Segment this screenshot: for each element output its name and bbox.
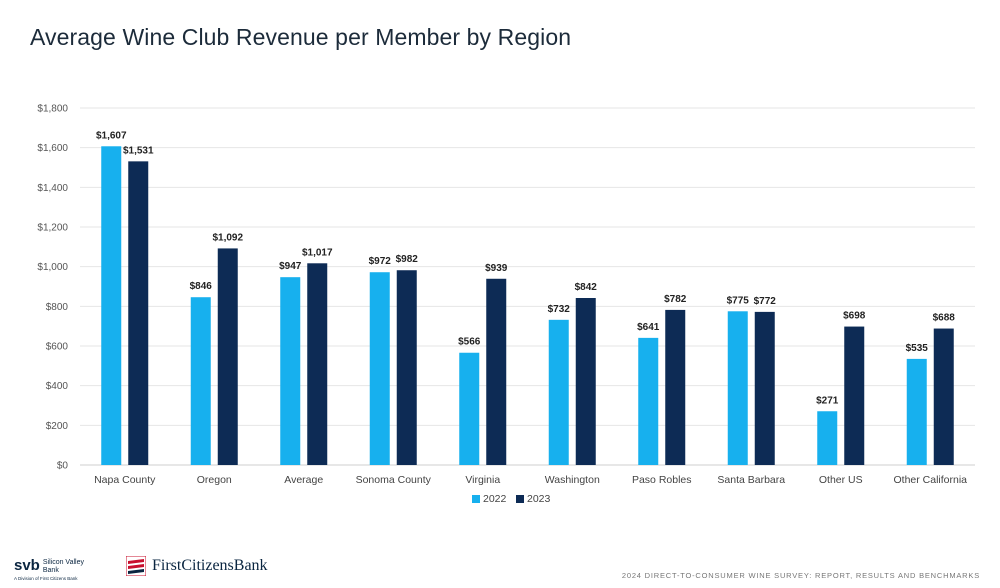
data-label: $1,017 (302, 247, 333, 258)
x-tick-label: Santa Barbara (717, 474, 785, 486)
data-label: $846 (190, 281, 213, 292)
y-tick-label: $600 (46, 342, 69, 353)
data-label: $775 (727, 295, 750, 306)
data-label: $1,531 (123, 145, 154, 156)
legend-label: 2023 (527, 493, 551, 505)
bar-2023 (128, 161, 149, 465)
bar-chart: $0 $200 $400 $600 $800 $1,000 $1,200 $1,400 $1,6… (37, 104, 975, 505)
legend-label: 2022 (483, 493, 507, 505)
data-label: $271 (816, 395, 839, 406)
y-tick-label: $1,400 (37, 183, 68, 194)
data-label: $939 (485, 263, 508, 274)
bar-2022 (190, 297, 211, 465)
data-label: $566 (458, 337, 481, 348)
chart-title: Average Wine Club Revenue per Member by … (30, 24, 572, 50)
x-tick-label: Sonoma County (356, 474, 432, 486)
y-tick-label: $0 (57, 461, 69, 472)
bar-2022 (548, 319, 569, 465)
bar-2022 (459, 352, 480, 465)
y-tick-label: $1,000 (37, 262, 68, 273)
bar-2023 (217, 248, 238, 465)
y-tick-label: $1,800 (37, 104, 68, 115)
first-citizens-name: FirstCitizensBank (152, 557, 268, 574)
legend-swatch-2022 (472, 495, 480, 503)
y-tick-label: $1,200 (37, 223, 68, 234)
data-label: $535 (906, 343, 929, 354)
x-tick-label: Washington (545, 474, 600, 486)
y-tick-label: $400 (46, 381, 69, 392)
data-label: $782 (664, 294, 687, 305)
bar-2022 (280, 277, 301, 465)
footer: svb Silicon Valley Bank A Division of Fi… (0, 548, 1000, 588)
first-citizens-logo: FirstCitizensBank (126, 556, 268, 576)
legend-swatch-2023 (516, 495, 524, 503)
data-label: $1,607 (96, 130, 127, 141)
bar-2023 (575, 298, 596, 465)
data-label: $982 (396, 254, 419, 265)
bar-2023 (486, 278, 507, 465)
data-label: $641 (637, 322, 660, 333)
y-tick-label: $1,600 (37, 143, 68, 154)
y-tick-label: $200 (46, 421, 69, 432)
y-tick-label: $800 (46, 302, 69, 313)
data-label: $688 (933, 313, 956, 324)
bar-2022 (369, 272, 390, 465)
svb-logo-subtitle: A Division of First Citizens Bank (14, 576, 78, 581)
bar-2023 (307, 263, 328, 465)
data-label: $772 (754, 296, 777, 307)
x-tick-label: Oregon (197, 474, 232, 486)
bar-2022 (638, 337, 659, 465)
x-tick-label: Average (284, 474, 323, 486)
x-tick-label: Virginia (465, 474, 500, 486)
svb-logo-mark: svb (14, 557, 40, 574)
data-label: $972 (369, 256, 392, 267)
svb-logo: svb Silicon Valley Bank A Division of Fi… (14, 557, 93, 582)
x-tick-label: Other US (819, 474, 863, 486)
x-tick-label: Other California (893, 474, 967, 486)
bar-2023 (665, 309, 686, 465)
flag-icon (126, 556, 146, 576)
data-label: $947 (279, 261, 302, 272)
data-label: $842 (575, 282, 598, 293)
data-label: $1,092 (212, 232, 243, 243)
bar-2023 (844, 326, 865, 465)
bar-2022 (817, 411, 838, 465)
svb-logo-name: Silicon Valley Bank (42, 559, 84, 574)
bar-2022 (906, 358, 927, 465)
bar-2023 (933, 328, 954, 465)
x-tick-label: Paso Robles (632, 474, 692, 486)
bar-2022 (101, 146, 122, 466)
data-label: $698 (843, 311, 866, 322)
survey-caption: 2024 DIRECT-TO-CONSUMER WINE SURVEY: REP… (621, 571, 980, 580)
bar-2022 (727, 311, 748, 465)
bar-2023 (754, 311, 775, 465)
x-tick-label: Napa County (94, 474, 156, 486)
data-label: $732 (548, 304, 571, 315)
bar-2023 (396, 270, 417, 465)
